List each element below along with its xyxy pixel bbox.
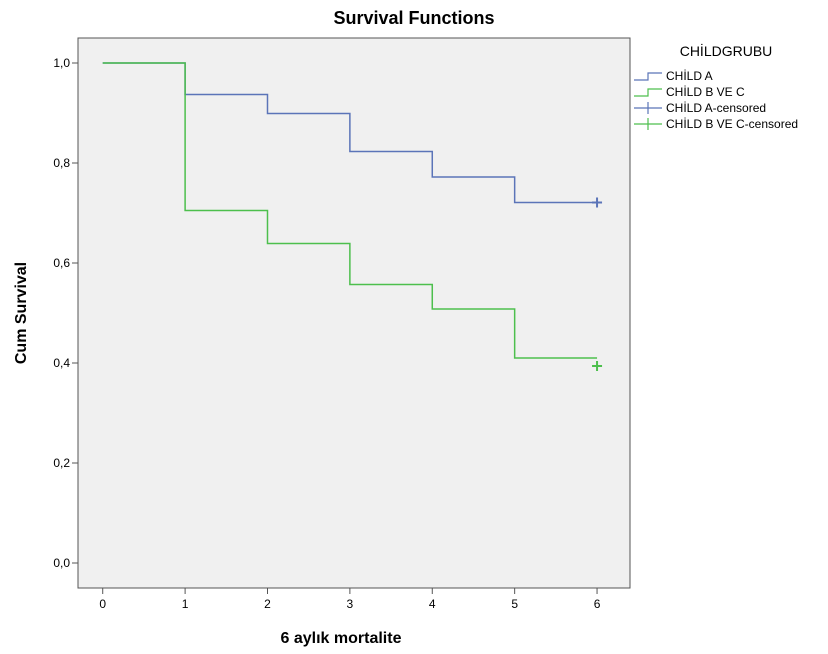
legend-step-icon <box>634 72 662 81</box>
legend-plus-icon <box>634 102 662 114</box>
x-axis-label: 6 aylık mortalite <box>281 630 402 647</box>
x-tick-label: 3 <box>347 597 354 611</box>
legend-plus-icon <box>634 118 662 130</box>
y-tick-label: 0,0 <box>53 556 70 570</box>
y-tick-label: 0,8 <box>53 156 70 170</box>
legend-item: CHİLD B VE C-censored <box>634 117 798 131</box>
series-line-2 <box>102 62 598 359</box>
y-tick-label: 1,0 <box>53 56 70 70</box>
legend-item: CHİLD A <box>634 69 713 83</box>
y-tick-label: 0,4 <box>53 356 70 370</box>
x-tick-label: 1 <box>182 597 189 611</box>
legend-step-icon <box>634 88 662 97</box>
y-tick-label: 0,2 <box>53 456 70 470</box>
legend-item: CHİLD B VE C <box>634 85 745 99</box>
y-axis-label: Cum Survival <box>13 262 30 364</box>
y-tick-label: 0,6 <box>53 256 70 270</box>
legend-label: CHİLD A-censored <box>666 101 766 115</box>
x-tick-label: 6 <box>594 597 601 611</box>
x-axis: 0 1 2 3 4 5 6 <box>99 588 601 611</box>
censored-marker-1 <box>592 197 603 208</box>
legend-item: CHİLD A-censored <box>634 101 766 115</box>
plot-area <box>77 37 631 589</box>
x-tick-label: 5 <box>511 597 518 611</box>
x-tick-label: 0 <box>99 597 106 611</box>
x-tick-label: 2 <box>264 597 271 611</box>
legend-label: CHİLD A <box>666 69 713 83</box>
legend-label: CHİLD B VE C <box>666 85 745 99</box>
censored-marker-2 <box>592 361 603 371</box>
legend-title: CHİLDGRUBU <box>680 42 773 59</box>
x-tick-label: 4 <box>429 597 436 611</box>
y-axis: 0,0 0,2 0,4 0,6 0,8 1,0 <box>53 56 78 570</box>
chart-title: Survival Functions <box>333 8 494 28</box>
legend: CHİLDGRUBU CHİLD A CHİLD B VE C CHİLD A-ce… <box>634 42 798 131</box>
legend-label: CHİLD B VE C-censored <box>666 117 798 131</box>
series-layer <box>102 62 603 371</box>
